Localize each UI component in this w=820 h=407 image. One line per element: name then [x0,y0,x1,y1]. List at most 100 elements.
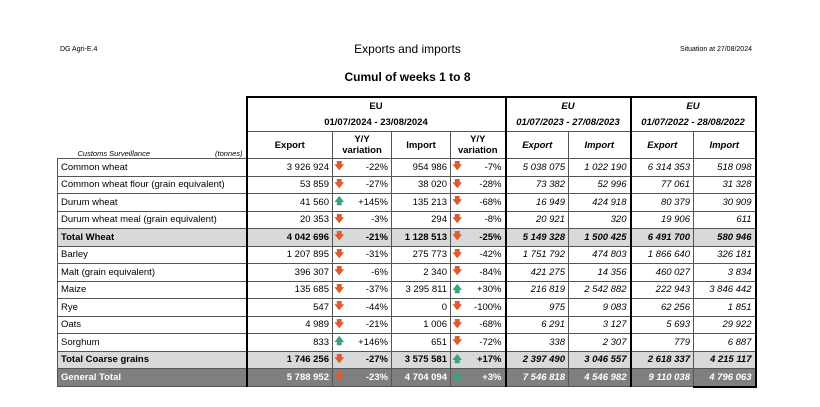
import-2024: 2 340 [391,263,451,282]
import-2023: 52 996 [568,175,631,194]
arrow-cell: 🡅 [450,280,464,299]
export-variation: +146% [345,333,392,352]
import-2022: 3 834 [693,263,757,282]
row-label: General Total [57,368,247,387]
col-variation: Y/Y variation [332,131,392,159]
import-2022: 30 909 [693,193,757,212]
export-variation: -44% [345,298,392,317]
export-2022: 2 618 337 [629,350,694,369]
period-dates: 01/07/2022 - 28/08/2022 [629,114,757,132]
import-variation: -28% [463,175,506,194]
arrow-down-icon: 🡇 [334,178,345,190]
import-2022: 518 098 [693,158,757,177]
col-export: Export [245,131,333,159]
import-2022: 4 215 117 [693,350,757,369]
import-2023: 1 022 190 [568,158,631,177]
arrow-down-icon: 🡇 [334,248,345,260]
period-dates: 01/07/2023 - 27/08/2023 [504,114,631,132]
import-2023: 14 356 [568,263,631,282]
period-region: EU [504,96,631,115]
period-region: EU [629,96,757,115]
export-2023: 2 397 490 [504,350,569,369]
export-variation: -21% [345,315,392,334]
export-variation: -27% [345,350,392,369]
col-import: Import [391,131,451,159]
arrow-cell: 🡇 [332,350,346,369]
export-2024: 833 [245,333,333,352]
export-2024: 41 560 [245,193,333,212]
arrow-down-icon: 🡇 [452,301,463,313]
import-2022: 6 887 [693,333,757,352]
arrow-down-icon: 🡇 [334,283,345,295]
arrow-down-icon: 🡇 [452,248,463,260]
table-row: General Total 5 788 952 🡇 -23% 4 704 094 🡅 +3%… [57,368,757,388]
import-variation: +30% [463,280,506,299]
arrow-down-icon: 🡇 [334,353,345,365]
import-2023: 1 500 425 [568,228,631,247]
export-2024: 4 989 [245,315,333,334]
arrow-down-icon: 🡇 [334,318,345,330]
source-label: Customs Surveillance [77,149,151,158]
row-label: Malt (grain equivalent) [57,263,247,282]
arrow-up-icon: 🡅 [452,353,463,365]
col-export: Export [504,131,569,159]
export-2022: 6 491 700 [629,228,694,247]
export-2023: 421 275 [504,263,569,282]
arrow-cell: 🡇 [450,228,464,247]
import-2024: 1 006 [391,315,451,334]
export-2022: 1 866 640 [629,245,694,264]
import-variation: -84% [463,263,506,282]
export-2022: 77 061 [629,175,694,194]
row-label: Total Coarse grains [57,350,247,369]
arrow-cell: 🡇 [450,315,464,334]
row-label: Oats [57,315,247,334]
page-title: Exports and imports [354,42,461,56]
export-2024: 135 685 [245,280,333,299]
exports-imports-table: EU EU EU 01/07/2024 - 23/08/2024 01/07/2… [57,96,757,388]
arrow-up-icon: 🡅 [334,336,345,348]
arrow-up-icon: 🡅 [452,371,463,383]
arrow-cell: 🡇 [332,245,346,264]
export-2023: 1 751 792 [504,245,569,264]
row-label: Rye [57,298,247,317]
export-2023: 216 819 [504,280,569,299]
export-2022: 80 379 [629,193,694,212]
export-2023: 975 [504,298,569,317]
arrow-cell: 🡅 [450,350,464,369]
arrow-cell: 🡇 [332,210,346,229]
import-2024: 38 020 [391,175,451,194]
arrow-down-icon: 🡇 [334,213,345,225]
import-2024: 4 704 094 [391,368,451,387]
export-2023: 73 382 [504,175,569,194]
import-2024: 0 [391,298,451,317]
page-subtitle: Cumul of weeks 1 to 8 [344,70,471,84]
col-variation: Y/Y variation [450,131,506,159]
export-2023: 5 149 328 [504,228,569,247]
import-variation: +17% [463,350,506,369]
export-2024: 53 859 [245,175,333,194]
col-import: Import [693,131,757,159]
row-label: Total Wheat [57,228,247,247]
arrow-cell: 🡇 [332,175,346,194]
export-variation: +145% [345,193,392,212]
arrow-cell: 🡇 [332,158,346,177]
arrow-cell: 🡅 [332,333,346,352]
import-variation: -68% [463,315,506,334]
table-row: Total Wheat 4 042 696 🡇 -21% 1 128 513 🡇 -25% 5… [57,228,757,247]
export-2023: 16 949 [504,193,569,212]
import-2022: 3 846 442 [693,280,757,299]
source-cell: Customs Surveillance (tonnes) [58,132,247,159]
import-variation: -7% [463,158,506,177]
export-2023: 7 546 818 [504,368,569,387]
arrow-down-icon: 🡇 [334,371,345,383]
export-variation: -22% [345,158,392,177]
import-variation: +3% [463,368,506,387]
import-2022: 29 922 [693,315,757,334]
arrow-up-icon: 🡅 [334,196,345,208]
import-2023: 2 307 [568,333,631,352]
export-2024: 1 746 256 [245,350,333,369]
org-label: DG Agri-E.4 [60,46,98,53]
arrow-cell: 🡇 [450,175,464,194]
arrow-cell: 🡇 [450,298,464,317]
export-2022: 6 314 353 [629,158,694,177]
